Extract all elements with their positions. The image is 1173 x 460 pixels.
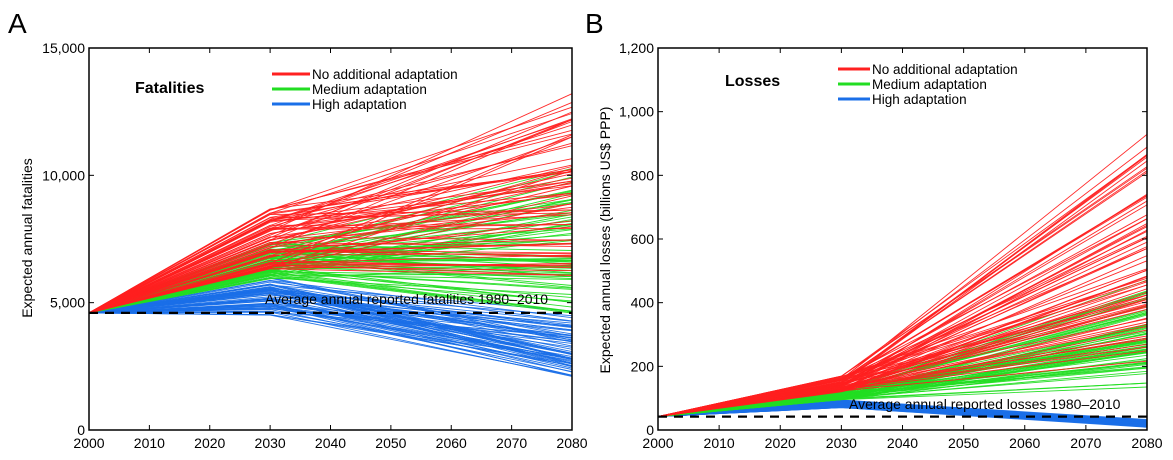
panel-a-x-tick-label: 2040 [315,435,346,451]
panel-b-series-line-medium-adaptation [657,386,1148,418]
panel-b-series-line-no-additional-adaptation [657,226,1148,418]
panel-b-x-tick-label: 2020 [765,435,796,451]
panel-a-y-tick-label: 10,000 [42,167,85,183]
panel-a-legend-label: No additional adaptation [312,67,458,82]
panel-a-series-line-no-additional-adaptation [88,113,573,314]
panel-a-series-line-high-adaptation [88,299,573,361]
panel-a-series-lines [88,93,573,377]
panel-a-legend-label: High adaptation [312,97,407,112]
panel-a-x-tick-label: 2050 [375,435,406,451]
panel-b-x-tick-label: 2000 [642,435,673,451]
panel-b-y-tick-label: 200 [631,358,655,374]
panel-b-y-tick-label: 600 [631,231,655,247]
panel-b-x-tick-label: 2050 [948,435,979,451]
panel-b-x-tick-label: 2010 [704,435,735,451]
panel-b-legend-label: No additional adaptation [872,62,1018,77]
panel-a-series-line-no-additional-adaptation [88,119,573,314]
panel-a-series-line-no-additional-adaptation [88,166,573,314]
panel-b-series-line-no-additional-adaptation [657,237,1148,418]
panel-b-x-tick-label: 2070 [1070,435,1101,451]
panel-b-series-line-no-additional-adaptation [657,326,1148,418]
panel-b-y-tick-label: 1,200 [619,40,654,56]
panel-a-series-line-no-additional-adaptation [88,177,573,314]
panel-a-series-line-no-additional-adaptation [88,194,573,314]
panel-b-series-line-high-adaptation [657,405,1148,426]
panel-a-y-tick-label: 0 [77,422,85,438]
panel-a-x-tick-label: 2030 [255,435,286,451]
panel-a-y-axis-label: Expected annual fatalities [19,158,35,318]
panel-a-series-line-high-adaptation [88,307,573,359]
panel-a-series-line-no-additional-adaptation [88,262,573,314]
panel-a-reference-line-group: Average annual reported fatalities 1980–… [89,291,572,314]
panel-a-x-tick-label: 2070 [496,435,527,451]
panel-a-reference-line-label: Average annual reported fatalities 1980–… [265,291,548,307]
panel-b-x-tick-label: 2040 [887,435,918,451]
panel-b-series-line-high-adaptation [657,402,1148,423]
panel-a-series-line-high-adaptation [88,289,573,353]
panel-a-series-line-high-adaptation [88,284,573,314]
panel-b-series-lines [657,134,1148,428]
panel-b-axes: 2000 2010 2020 2030 2040 2050 2060 2070 2080 0 200… [619,40,1163,451]
panel-a-series-line-no-additional-adaptation [88,250,573,314]
panel-a-y-tick-label: 5,000 [50,295,85,311]
panel-a-series-line-no-additional-adaptation [88,168,573,314]
panel-a-series-line-high-adaptation [88,297,573,336]
panel-b-series-line-no-additional-adaptation [657,146,1148,418]
panel-b: B Average annual reported losses 1980–20… [585,8,1163,451]
panel-a-x-tick-label: 2020 [194,435,225,451]
panel-a-title: Fatalities [135,80,204,97]
panel-a-series-line-high-adaptation [88,312,573,376]
panel-b-y-tick-label: 0 [646,422,654,438]
panel-a-y-tick-label: 15,000 [42,40,85,56]
panel-b-title: Losses [725,73,780,90]
panel-b-reference-line-label: Average annual reported losses 1980–2010 [849,396,1121,412]
panel-a-legend-label: Medium adaptation [312,82,427,97]
panel-a-series-line-medium-adaptation [88,277,573,314]
panel-a-series-line-high-adaptation [88,286,573,360]
panel-b-reference-line-group: Average annual reported losses 1980–2010 [658,396,1147,418]
panel-b-series-line-no-additional-adaptation [657,195,1148,418]
panel-b-y-tick-label: 800 [631,167,655,183]
panel-b-y-axis-label: Expected annual losses (billions US$ PPP… [597,107,613,374]
panel-b-x-tick-label: 2060 [1009,435,1040,451]
panel-a: A Average annual reported fatalities 198… [8,8,588,451]
panel-a-series-line-medium-adaptation [88,218,573,314]
panel-a-axes: 2000 2010 2020 2030 2040 2050 2060 2070 2080 0 5,0… [42,40,588,451]
panel-a-x-tick-label: 2010 [134,435,165,451]
panel-a-series-line-no-additional-adaptation [88,145,573,314]
panel-a-series-line-no-additional-adaptation [88,236,573,314]
panel-b-legend-label: High adaptation [872,92,967,107]
panel-b-letter: B [585,8,604,39]
panel-b-x-tick-label: 2080 [1131,435,1162,451]
panel-a-series-line-no-additional-adaptation [88,212,573,314]
panel-a-letter: A [8,8,27,39]
panel-b-y-tick-label: 1,000 [619,104,654,120]
panel-b-y-tick-label: 400 [631,295,655,311]
panel-a-series-line-high-adaptation [88,293,573,365]
panel-a-x-tick-label: 2080 [556,435,587,451]
panel-b-series-line-medium-adaptation [657,327,1148,418]
panel-b-x-tick-label: 2030 [826,435,857,451]
panel-b-series-line-no-additional-adaptation [657,305,1148,418]
panel-a-x-tick-label: 2060 [436,435,467,451]
panel-a-x-tick-label: 2000 [73,435,104,451]
panel-b-legend-label: Medium adaptation [872,77,987,92]
panel-b-series-line-medium-adaptation [657,351,1148,418]
panel-a-series-line-high-adaptation [88,302,573,348]
panel-a-series-line-no-additional-adaptation [88,133,573,314]
panel-a-series-line-medium-adaptation [88,275,573,314]
